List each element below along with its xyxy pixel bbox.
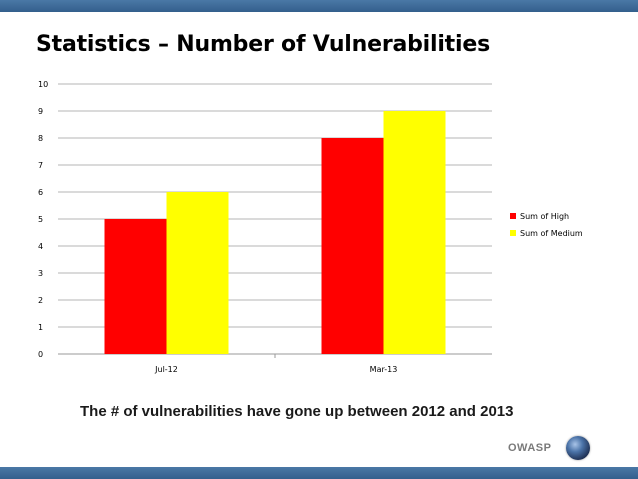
y-tick-label: 8 bbox=[38, 134, 43, 143]
top-banner bbox=[0, 0, 638, 12]
slide-caption: The # of vulnerabilities have gone up be… bbox=[80, 403, 514, 420]
y-tick-label: 9 bbox=[38, 107, 43, 116]
y-tick-label: 7 bbox=[38, 161, 43, 170]
y-tick-label: 6 bbox=[38, 188, 43, 197]
y-tick-label: 2 bbox=[38, 296, 43, 305]
y-tick-label: 5 bbox=[38, 215, 43, 224]
bar-sum-of-high-mar-13 bbox=[321, 138, 384, 354]
x-category-label: Mar-13 bbox=[370, 365, 398, 374]
y-tick-label: 4 bbox=[38, 242, 43, 251]
owasp-globe-icon bbox=[566, 436, 590, 460]
y-tick-label: 3 bbox=[38, 269, 43, 278]
legend-entry-label: Sum of High bbox=[520, 212, 569, 221]
bottom-banner bbox=[0, 467, 638, 479]
bar-sum-of-medium-jul-12 bbox=[166, 192, 229, 354]
bars bbox=[104, 111, 446, 354]
legend-entry-label: Sum of Medium bbox=[520, 229, 583, 238]
slide-title: Statistics – Number of Vulnerabilities bbox=[36, 32, 490, 57]
y-tick-label: 1 bbox=[38, 323, 43, 332]
legend-swatch bbox=[510, 213, 516, 219]
bar-sum-of-high-jul-12 bbox=[104, 219, 167, 354]
owasp-wordmark: OWASP bbox=[508, 442, 552, 454]
y-tick-label: 0 bbox=[38, 350, 43, 359]
legend: Sum of High Sum of Medium bbox=[510, 212, 583, 238]
x-category-label: Jul-12 bbox=[154, 365, 178, 374]
y-tick-label: 10 bbox=[38, 80, 48, 89]
y-axis-ticks: 0 1 2 3 4 5 6 7 8 9 10 bbox=[38, 80, 48, 359]
x-axis: Jul-12 Mar-13 bbox=[154, 354, 397, 374]
legend-swatch bbox=[510, 230, 516, 236]
bar-sum-of-medium-mar-13 bbox=[383, 111, 446, 354]
